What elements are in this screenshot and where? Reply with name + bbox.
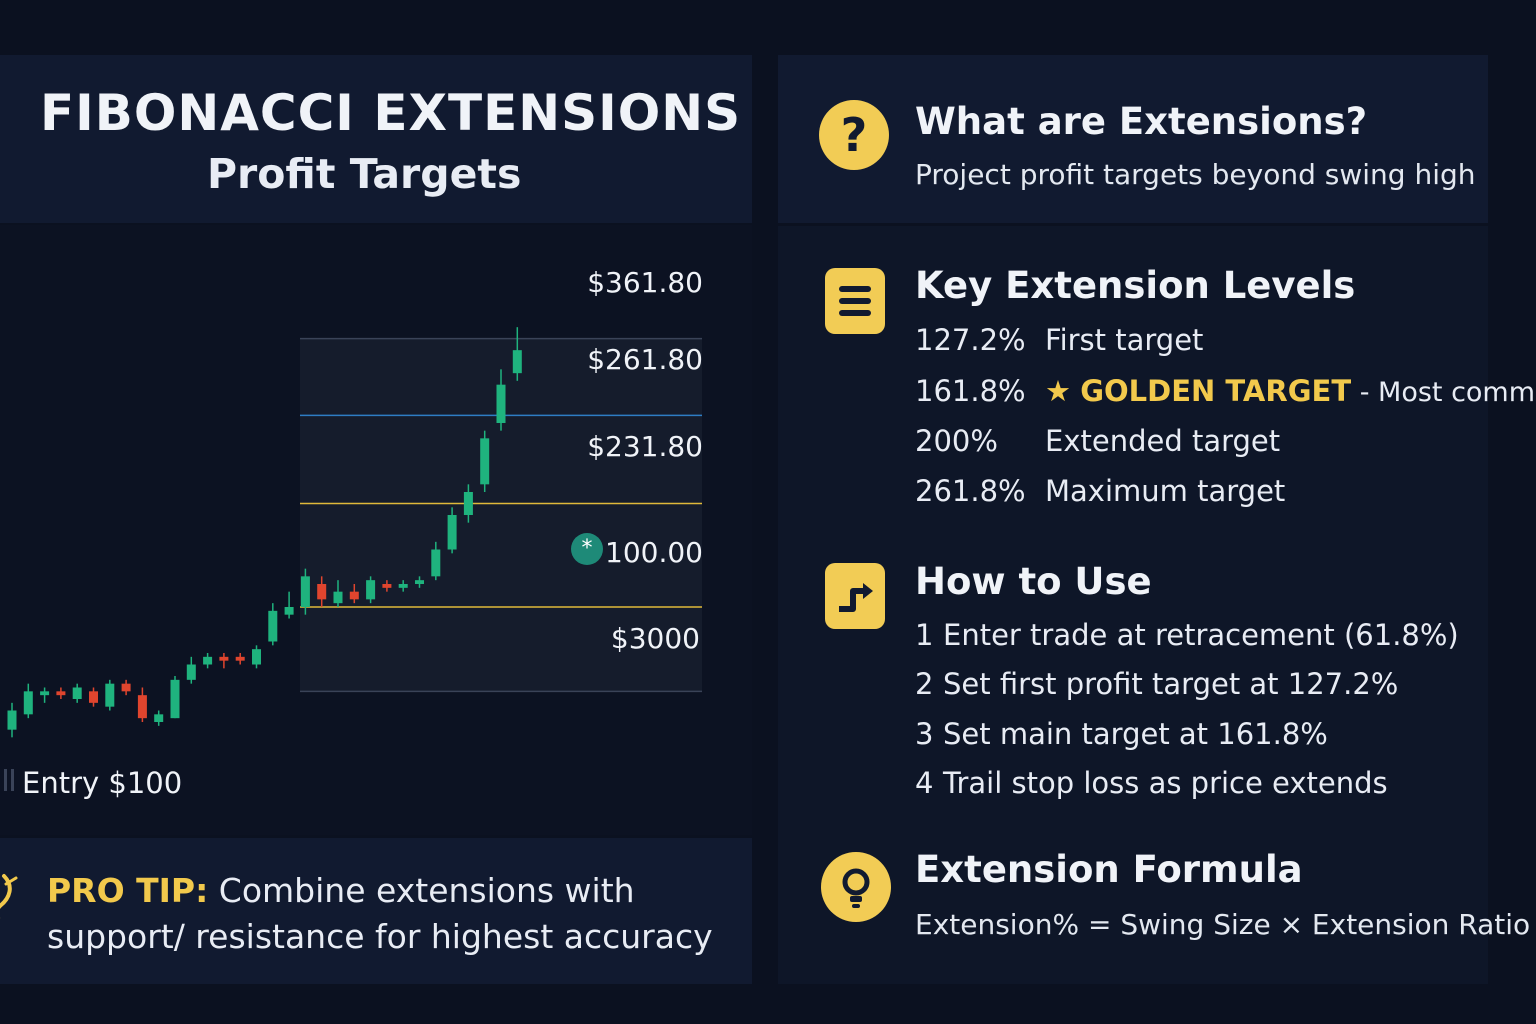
step-number: 1 xyxy=(915,618,934,652)
price-label-261: $261.80 xyxy=(587,343,703,376)
formula-text: Extension% = Swing Size × Extension Rati… xyxy=(915,908,1531,941)
page-subtitle: Profit Targets xyxy=(207,150,522,198)
list-icon xyxy=(825,268,885,334)
lightbulb-icon xyxy=(821,852,891,922)
what-panel xyxy=(778,55,1488,223)
candle-body xyxy=(268,610,278,642)
howto-step: 3 Set main target at 161.8% xyxy=(915,717,1328,751)
candle-body xyxy=(121,683,131,692)
candle-body xyxy=(56,691,66,696)
howto-step: 4 Trail stop loss as price extends xyxy=(915,766,1388,800)
howto-step: 2 Set first profit target at 127.2% xyxy=(915,667,1398,701)
candle-body xyxy=(431,549,441,577)
candle-body xyxy=(154,714,164,722)
pro-tip-label: PRO TIP: xyxy=(47,871,209,910)
what-text: Project profit targets beyond swing high xyxy=(915,158,1476,191)
price-label-3000: $3000 xyxy=(610,622,700,655)
level-desc: First target xyxy=(1045,323,1204,357)
pen-icon xyxy=(0,874,18,918)
candle-body xyxy=(300,576,310,607)
step-text: Trail stop loss as price extends xyxy=(943,766,1388,800)
step-number: 4 xyxy=(915,766,934,800)
candle-body xyxy=(252,649,261,665)
candle-body xyxy=(333,591,343,604)
details-panel xyxy=(778,226,1488,984)
title-panel xyxy=(0,55,752,223)
candle-body xyxy=(496,384,506,423)
candle-body xyxy=(415,580,424,584)
pro-tip-panel xyxy=(0,838,752,984)
question-icon: ? xyxy=(819,100,889,170)
candle-body xyxy=(317,584,327,600)
asterisk-icon: * xyxy=(571,533,603,565)
howto-title: How to Use xyxy=(915,560,1152,603)
step-text: Set main target at 161.8% xyxy=(943,717,1328,751)
step-number: 3 xyxy=(915,717,934,751)
candle-body xyxy=(170,679,180,719)
level-desc-golden: ★ GOLDEN TARGET - Most common xyxy=(1045,374,1536,408)
candle-body xyxy=(40,691,50,696)
candle-body xyxy=(137,695,147,719)
level-pct: 127.2% xyxy=(915,323,1026,357)
candle-body xyxy=(89,691,98,703)
entry-label: Entry $100 xyxy=(22,766,183,800)
entry-marker-icon xyxy=(4,769,14,791)
candle-body xyxy=(7,710,17,730)
golden-target-label: GOLDEN TARGET xyxy=(1080,374,1352,408)
page-title: FIBONACCI EXTENSIONS xyxy=(40,84,742,142)
turn-arrow-icon xyxy=(825,563,885,629)
step-text: Set first profit target at 127.2% xyxy=(943,667,1399,701)
pro-tip-text: PRO TIP: Combine extensions with support… xyxy=(47,868,737,960)
golden-target-note: - Most common xyxy=(1359,377,1536,408)
levels-title: Key Extension Levels xyxy=(915,264,1356,307)
level-desc: Maximum target xyxy=(1045,474,1286,508)
candle-body xyxy=(72,687,82,699)
candle-body xyxy=(512,350,522,374)
candle-body xyxy=(23,691,33,715)
level-pct: 200% xyxy=(915,424,998,458)
level-pct: 261.8% xyxy=(915,474,1026,508)
price-label-361: $361.80 xyxy=(587,266,703,299)
pro-tip-body: Combine extensions with support/ resista… xyxy=(47,871,713,956)
candle-body xyxy=(284,607,294,615)
candle-body xyxy=(398,584,408,588)
candle-body xyxy=(463,492,473,515)
step-text: Enter trade at retracement (61.8%) xyxy=(943,618,1459,652)
candlestick-chart xyxy=(7,327,702,738)
what-title: What are Extensions? xyxy=(915,100,1368,143)
step-number: 2 xyxy=(915,667,934,701)
howto-step: 1 Enter trade at retracement (61.8%) xyxy=(915,618,1459,652)
level-desc: Extended target xyxy=(1045,424,1281,458)
candle-body xyxy=(366,580,376,600)
candle-body xyxy=(219,656,229,661)
formula-title: Extension Formula xyxy=(915,848,1303,891)
star-icon: ★ xyxy=(1045,374,1071,408)
candle-body xyxy=(480,438,490,485)
candle-body xyxy=(235,656,245,661)
price-label-231: $231.80 xyxy=(587,430,703,463)
candle-body xyxy=(105,683,115,707)
candle-body xyxy=(382,584,392,588)
level-pct: 161.8% xyxy=(915,374,1026,408)
candle-body xyxy=(186,664,196,680)
price-label-100: 100.00 xyxy=(605,536,703,569)
candle-body xyxy=(447,515,457,550)
candle-body xyxy=(349,591,359,600)
candle-body xyxy=(203,656,213,665)
